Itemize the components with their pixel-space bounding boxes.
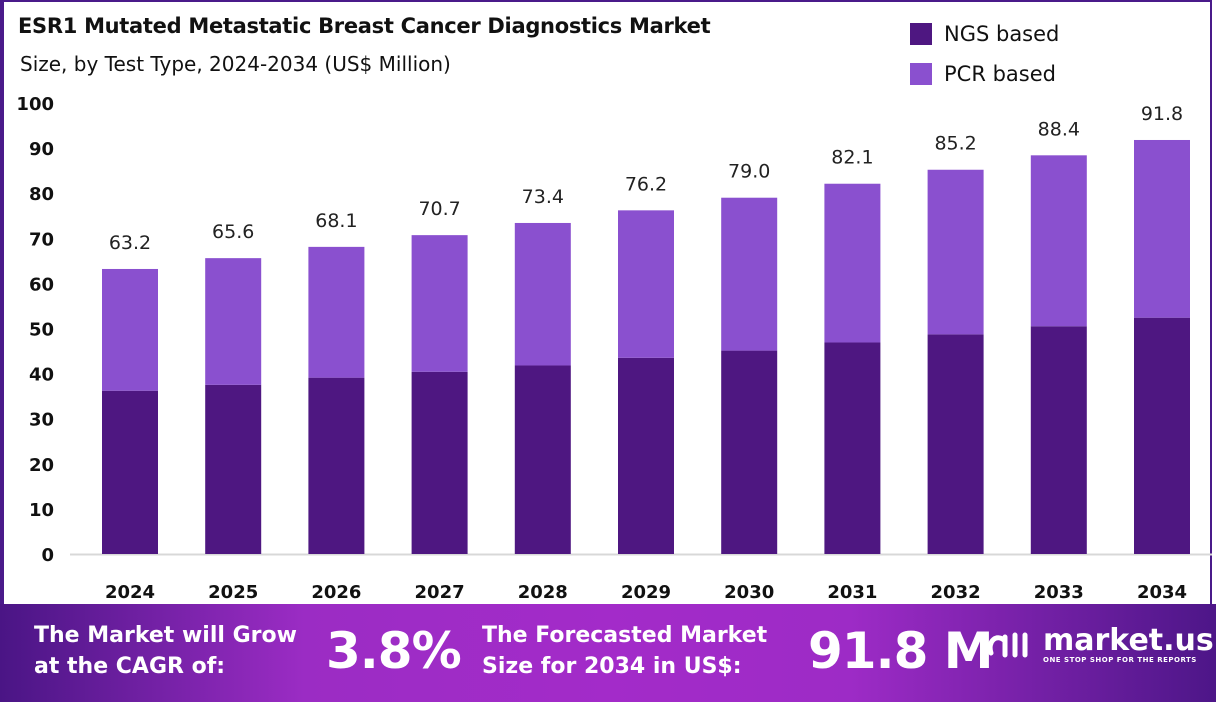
data-label-total-2031: 82.1 — [831, 147, 873, 169]
data-label-total-2033: 88.4 — [1038, 118, 1080, 140]
bar-pcr-2025 — [205, 258, 262, 385]
y-tick-label: 70 — [29, 229, 54, 250]
legend-label-ngs: NGS based — [944, 22, 1060, 46]
legend-swatch-ngs — [910, 23, 932, 45]
bar-ngs-2025 — [205, 384, 262, 554]
bar-pcr-2034 — [1134, 139, 1190, 318]
logo-name: market.us — [1043, 623, 1214, 658]
bar-ngs-2026 — [308, 377, 365, 554]
data-label-total-2028: 73.4 — [522, 186, 564, 208]
cagr-label-line1: The Market will Grow — [34, 623, 297, 648]
cagr-label-line2: at the CAGR of: — [34, 654, 226, 679]
forecast-label-line2: Size for 2034 in US$: — [482, 654, 742, 679]
data-label-total-2029: 76.2 — [625, 173, 667, 195]
bar-ngs-2027 — [411, 371, 468, 554]
forecast-label: The Forecasted Market Size for 2034 in US… — [482, 620, 767, 682]
bar-pcr-2032 — [927, 169, 984, 335]
legend-swatch-pcr — [910, 63, 932, 85]
bar-ngs-2034 — [1134, 317, 1190, 554]
logo: market.us ONE STOP SHOP FOR THE REPORTS — [985, 626, 1214, 664]
bar-pcr-2027 — [411, 235, 468, 372]
bar-pcr-2028 — [514, 222, 571, 366]
bar-ngs-2030 — [721, 350, 778, 554]
x-tick-label: 2024 — [105, 582, 155, 603]
y-tick-label: 40 — [29, 365, 54, 386]
bar-ngs-2032 — [927, 334, 984, 554]
bar-ngs-2029 — [618, 357, 674, 554]
bar-pcr-2026 — [308, 246, 365, 378]
x-tick-label: 2028 — [518, 582, 568, 603]
y-tick-label: 50 — [29, 320, 54, 341]
x-tick-label: 2034 — [1137, 582, 1187, 603]
bar-pcr-2031 — [824, 183, 881, 343]
y-tick-label: 20 — [29, 455, 54, 476]
x-tick-label: 2029 — [621, 582, 671, 603]
y-tick-label: 90 — [29, 139, 54, 160]
bar-ngs-2033 — [1030, 326, 1087, 554]
x-tick-label: 2031 — [827, 582, 877, 603]
bar-ngs-2031 — [824, 342, 881, 554]
x-tick-label: 2025 — [208, 582, 258, 603]
x-tick-label: 2032 — [931, 582, 981, 603]
y-tick-label: 10 — [29, 500, 54, 521]
bar-pcr-2029 — [618, 210, 674, 358]
x-tick-label: 2030 — [724, 582, 774, 603]
x-tick-label: 2026 — [311, 582, 361, 603]
footer-banner: The Market will Grow at the CAGR of: 3.8%… — [0, 604, 1216, 702]
y-tick-label: 30 — [29, 410, 54, 431]
legend-item-pcr: PCR based — [910, 54, 1059, 94]
y-tick-label: 80 — [29, 184, 54, 205]
data-label-total-2026: 68.1 — [315, 210, 357, 232]
data-label-total-2027: 70.7 — [418, 198, 460, 220]
bar-pcr-2033 — [1030, 155, 1087, 327]
y-tick-label: 60 — [29, 274, 54, 295]
data-label-total-2024: 63.2 — [109, 232, 151, 254]
x-tick-label: 2033 — [1034, 582, 1084, 603]
forecast-label-line1: The Forecasted Market — [482, 623, 768, 648]
bar-ngs-2028 — [514, 365, 571, 554]
forecast-value: 91.8 M — [808, 622, 994, 680]
legend: NGS based PCR based — [910, 14, 1059, 94]
bar-pcr-2030 — [721, 197, 778, 351]
cagr-value: 3.8% — [326, 622, 462, 680]
bar-ngs-2024 — [102, 390, 158, 554]
chart-frame — [0, 0, 1212, 604]
chart-subtitle: Size, by Test Type, 2024-2034 (US$ Milli… — [20, 52, 451, 76]
y-tick-label: 100 — [16, 94, 54, 115]
data-label-total-2025: 65.6 — [212, 221, 254, 243]
y-tick-label: 0 — [41, 545, 54, 566]
logo-mark-icon — [987, 632, 1028, 658]
cagr-label: The Market will Grow at the CAGR of: — [34, 620, 297, 682]
data-label-total-2032: 85.2 — [934, 133, 976, 155]
data-label-total-2034: 91.8 — [1141, 103, 1183, 125]
bar-chart: 010203040506070809010063.2202465.6202568… — [16, 94, 1212, 603]
chart-title: ESR1 Mutated Metastatic Breast Cancer Di… — [18, 14, 711, 38]
bar-pcr-2024 — [102, 268, 158, 391]
x-tick-label: 2027 — [415, 582, 465, 603]
logo-tagline: ONE STOP SHOP FOR THE REPORTS — [1043, 656, 1197, 664]
legend-item-ngs: NGS based — [910, 14, 1059, 54]
legend-label-pcr: PCR based — [944, 62, 1056, 86]
data-label-total-2030: 79.0 — [728, 161, 770, 183]
